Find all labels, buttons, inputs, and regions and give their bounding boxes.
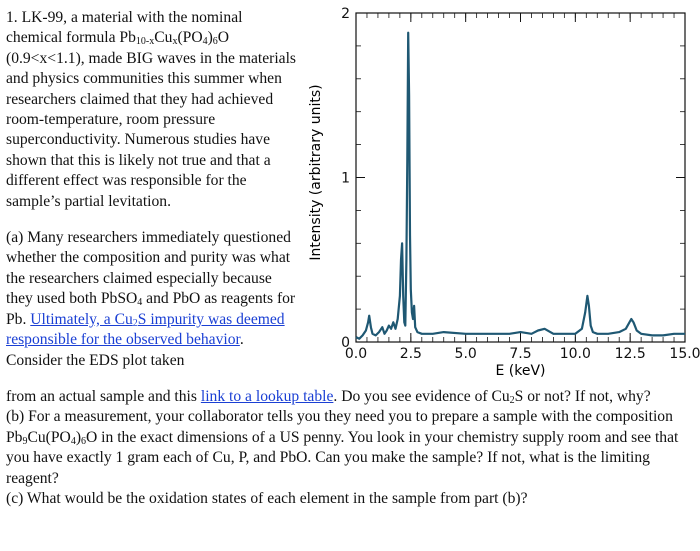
y-tick-label: 1	[341, 171, 350, 187]
axis-ticks	[355, 12, 686, 343]
question-b: (b) For a measurement, your collaborator…	[6, 408, 679, 487]
x-tick-label: 5.0	[455, 346, 477, 362]
question-c: (c) What would be the oxidation states o…	[6, 490, 528, 508]
x-tick-label: 15.0	[669, 346, 700, 362]
x-tick-label: 2.5	[400, 346, 422, 362]
y-tick-label: 0	[341, 335, 350, 351]
cu2s-impurity-link[interactable]: Ultimately, a Cu2S impurity was deemed r…	[6, 310, 285, 349]
problem-intro: 1. LK-99, a material with the nominal ch…	[6, 9, 296, 210]
question-a-continued: from an actual sample and this link to a…	[6, 388, 651, 406]
lookup-table-link[interactable]: link to a lookup table	[200, 388, 334, 405]
x-tick-label: 10.0	[560, 346, 591, 362]
spectrum-line	[355, 31, 685, 340]
x-axis-label: E (keV)	[495, 363, 545, 379]
eds-spectrum-chart: 0.0 2.5 5.0 7.5 10.0 12.5 15.0 0 1 2 E (keV) Inte…	[308, 6, 700, 379]
y-axis-label: Intensity (arbitrary units)	[308, 84, 324, 260]
y-tick-label: 2	[341, 6, 350, 22]
x-tick-label: 0.0	[345, 346, 367, 362]
axis-tick-labels: 0.0 2.5 5.0 7.5 10.0 12.5 15.0 0 1 2	[341, 6, 700, 362]
problem-intro-column: 1. LK-99, a material with the nominal ch…	[6, 8, 298, 371]
problem-continued: from an actual sample and this link to a…	[6, 387, 696, 509]
x-tick-label: 12.5	[615, 346, 646, 362]
question-a: (a) Many researchers immediately questio…	[6, 229, 296, 369]
x-tick-label: 7.5	[509, 346, 531, 362]
